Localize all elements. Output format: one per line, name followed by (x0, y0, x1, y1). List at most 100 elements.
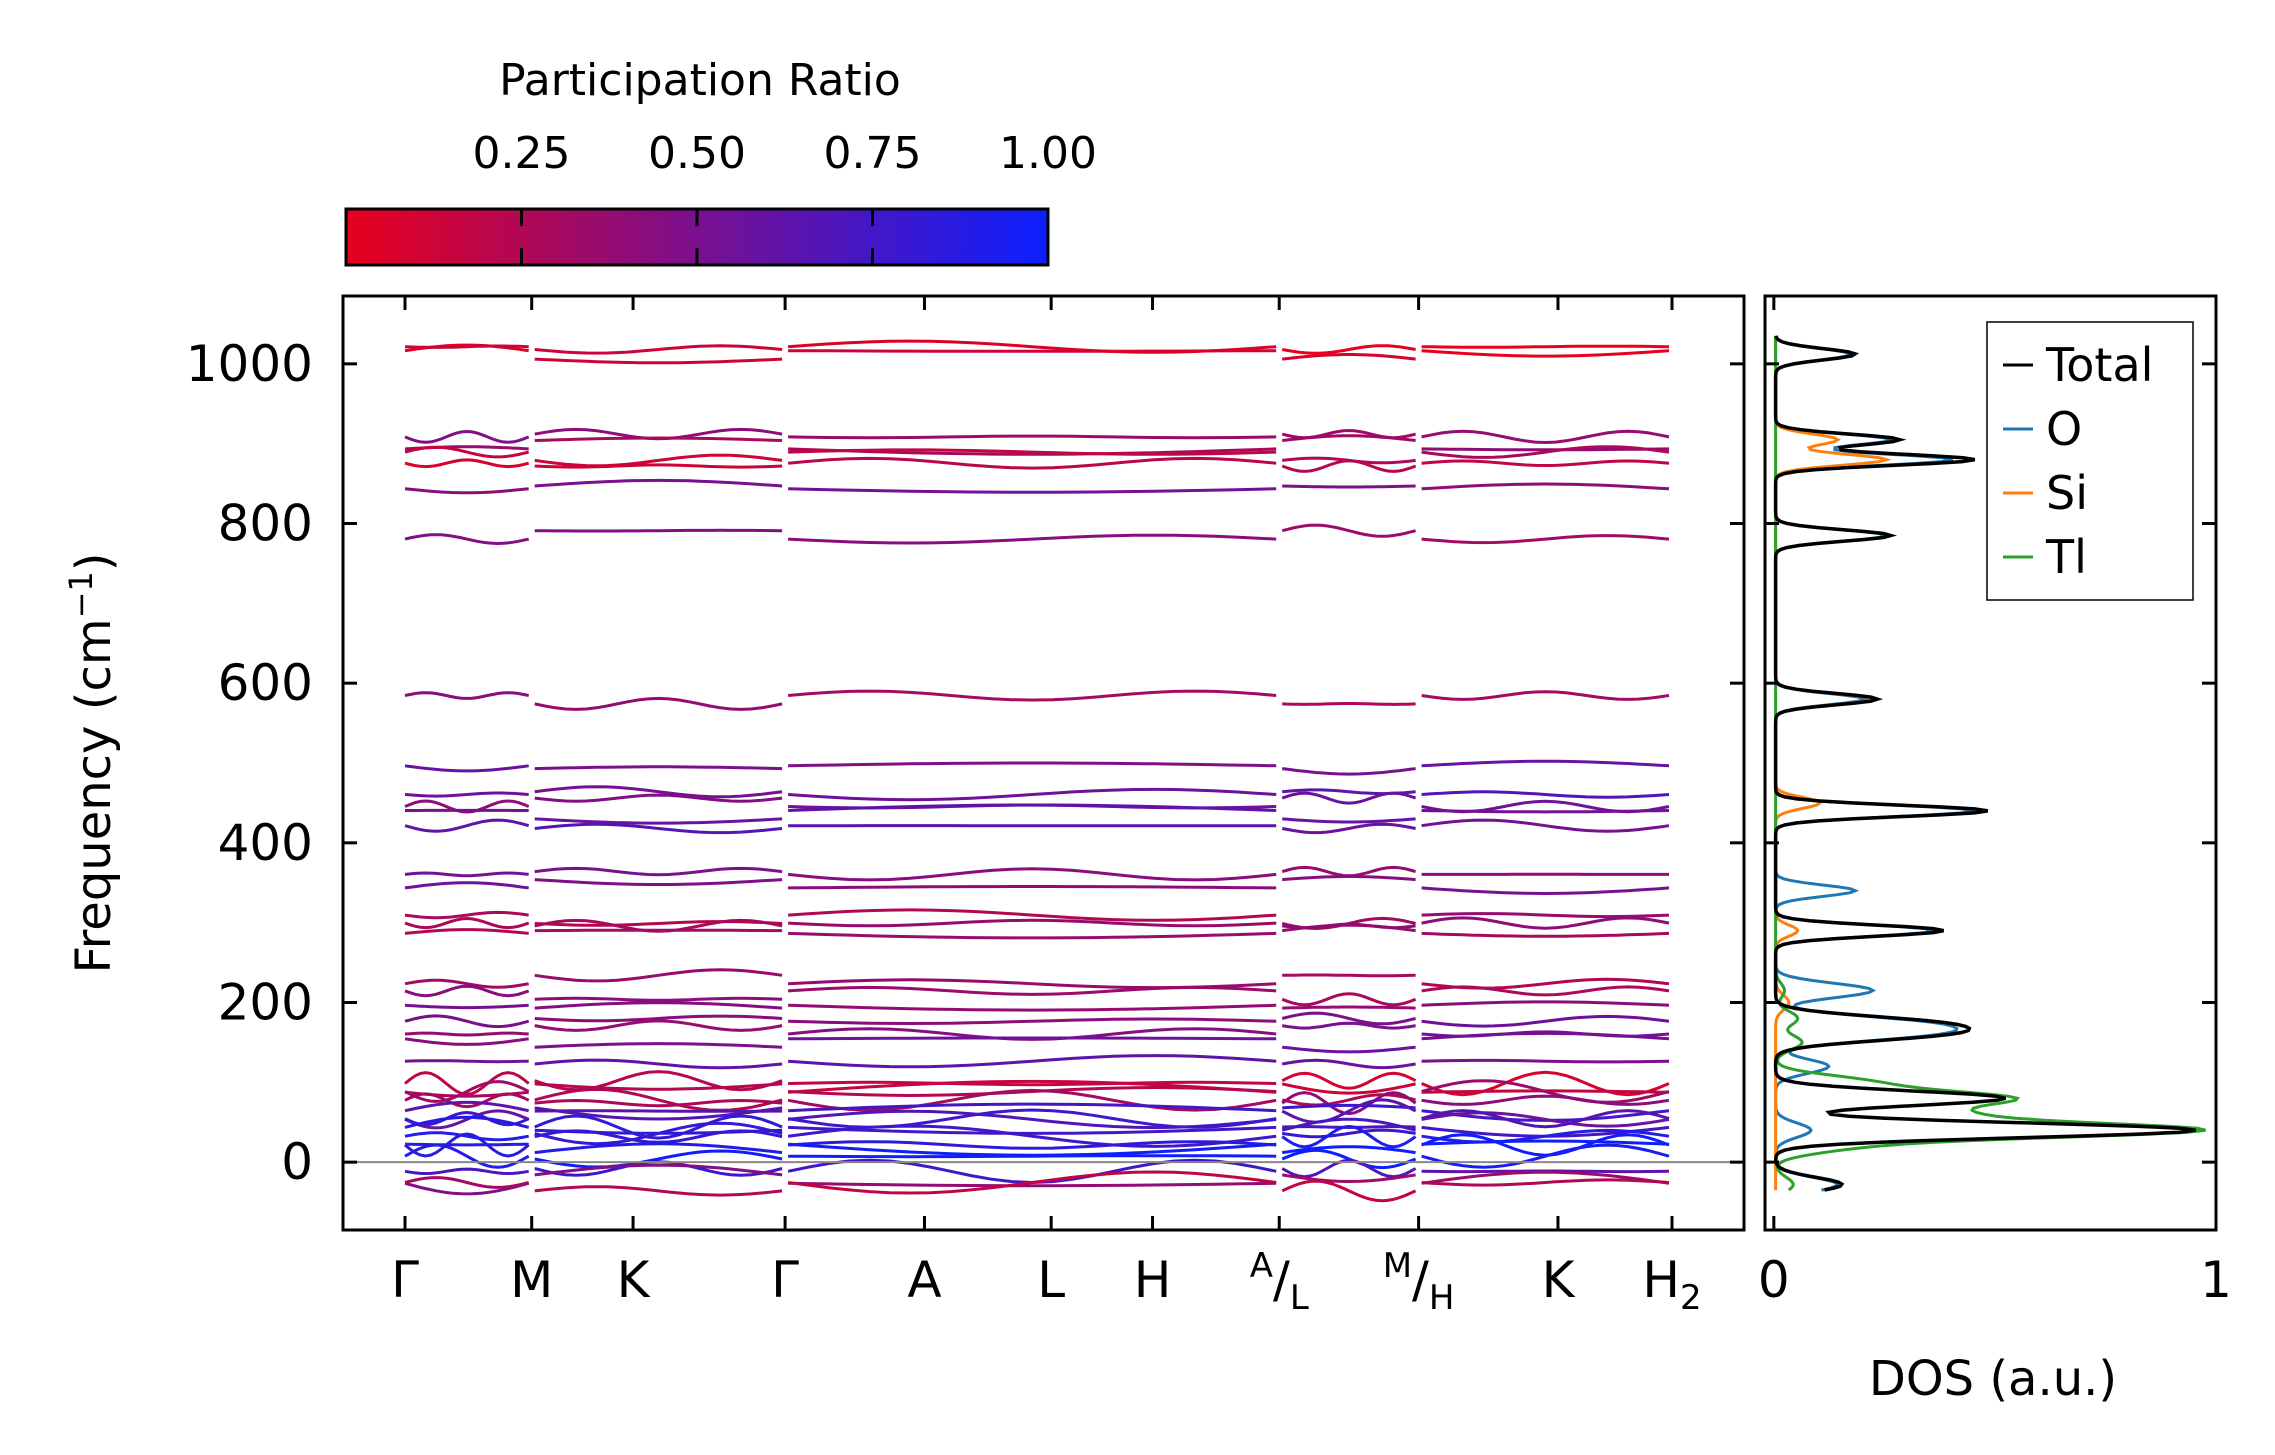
band-line (1282, 817, 1416, 824)
band-line (788, 448, 1277, 456)
band-line (1282, 434, 1416, 442)
band-line (404, 1100, 530, 1113)
colorbar-ticks (520, 209, 874, 265)
band-line (787, 908, 1277, 922)
kpoint-label: A/L (1250, 1246, 1309, 1318)
band-line (788, 918, 1277, 928)
colorbar-tick-label: 0.75 (824, 128, 922, 179)
legend-label: Tl (2045, 530, 2087, 584)
band-line (1282, 1045, 1416, 1054)
band-line (534, 1098, 783, 1108)
band-line (534, 1114, 783, 1140)
band-line (1421, 809, 1670, 814)
band-line (1421, 534, 1670, 545)
kpoint-label-main: / (1273, 1251, 1290, 1309)
band-line (534, 1106, 783, 1121)
legend-entries: Total O Si Tl (2003, 338, 2153, 584)
band-line (534, 1001, 783, 1010)
kpoint-label: M/H (1383, 1246, 1455, 1318)
band-line (1421, 344, 1670, 349)
band-line (1421, 445, 1670, 459)
band-line (788, 1181, 1277, 1188)
y-tick-labels: 0 200 400 600 800 1000 (186, 335, 313, 1191)
band-line (1421, 1058, 1670, 1064)
band-line (534, 478, 783, 488)
legend: Total O Si Tl (1986, 321, 2194, 601)
band-line (788, 1036, 1277, 1041)
band-line (1282, 875, 1416, 882)
band-line (534, 1149, 783, 1169)
kpoint-label-main: L (1037, 1251, 1065, 1309)
band-line (534, 357, 783, 365)
band-line (404, 799, 530, 814)
y-axis-label: Frequency (cm−1) (62, 552, 122, 973)
band-line (534, 1109, 783, 1113)
legend-label: O (2046, 402, 2082, 456)
kpoint-label-main: H (1134, 1251, 1172, 1309)
band-line (1281, 1058, 1416, 1070)
band-line (788, 803, 1277, 812)
main-axis-ticks (343, 296, 1744, 1230)
band-line (1281, 1071, 1417, 1090)
band-line (1281, 1098, 1417, 1124)
band-line (534, 1082, 783, 1091)
dos-x-tick-label: 0 (1758, 1251, 1790, 1309)
kpoint-label: A (907, 1251, 941, 1309)
band-line (1281, 1124, 1417, 1149)
band-line (534, 344, 783, 355)
band-line (788, 1080, 1277, 1087)
kpoint-label-sub: L (1290, 1278, 1309, 1318)
band-line (534, 878, 783, 886)
colorbar-tick-label: 0.25 (473, 128, 571, 179)
band-line (534, 1163, 783, 1177)
band-line (788, 487, 1277, 494)
band-line (1281, 459, 1417, 473)
band-line (404, 1059, 529, 1064)
band-line (788, 1154, 1277, 1159)
band-line (787, 1109, 1277, 1130)
band-line (788, 1003, 1277, 1012)
band-line (404, 1167, 529, 1176)
band-line (1281, 1093, 1416, 1107)
kpoint-label-main: K (617, 1251, 651, 1309)
band-line (534, 436, 783, 442)
kpoint-label-main: K (1542, 1251, 1576, 1309)
band-line (788, 761, 1277, 768)
band-line (404, 984, 530, 998)
band-line (1281, 992, 1417, 1007)
band-line (534, 785, 783, 799)
bands (404, 339, 1670, 1203)
y-axis-label-sup: −1 (62, 571, 100, 618)
band-line (788, 1140, 1277, 1150)
band-line (787, 1170, 1277, 1195)
band-line (1421, 447, 1670, 452)
band-line (404, 344, 529, 349)
band-line (534, 1058, 783, 1070)
colorbar: Participation Ratio 0.25 0.50 0.75 1.00 (344, 55, 1097, 267)
band-line (1421, 1111, 1670, 1128)
band-line (1421, 1139, 1670, 1146)
band-line (404, 1071, 530, 1096)
band-line (788, 1017, 1277, 1026)
main-plot-frame (341, 294, 1746, 1232)
band-line (787, 339, 1277, 354)
band-line (534, 1185, 783, 1197)
band-line (404, 910, 529, 920)
band-line (1421, 1014, 1670, 1028)
band-line (1281, 1082, 1416, 1095)
band-line (1421, 916, 1670, 930)
band-line (1281, 1179, 1417, 1203)
band-line (404, 1109, 530, 1130)
band-line (788, 1125, 1277, 1135)
band-line (787, 787, 1277, 802)
band-line (1421, 1170, 1670, 1185)
kpoint-label-sub: H (1429, 1278, 1455, 1318)
band-line (1421, 459, 1670, 468)
band-line (404, 429, 530, 444)
band-line (788, 533, 1277, 545)
band-line (404, 458, 530, 469)
band-line (534, 1142, 783, 1155)
